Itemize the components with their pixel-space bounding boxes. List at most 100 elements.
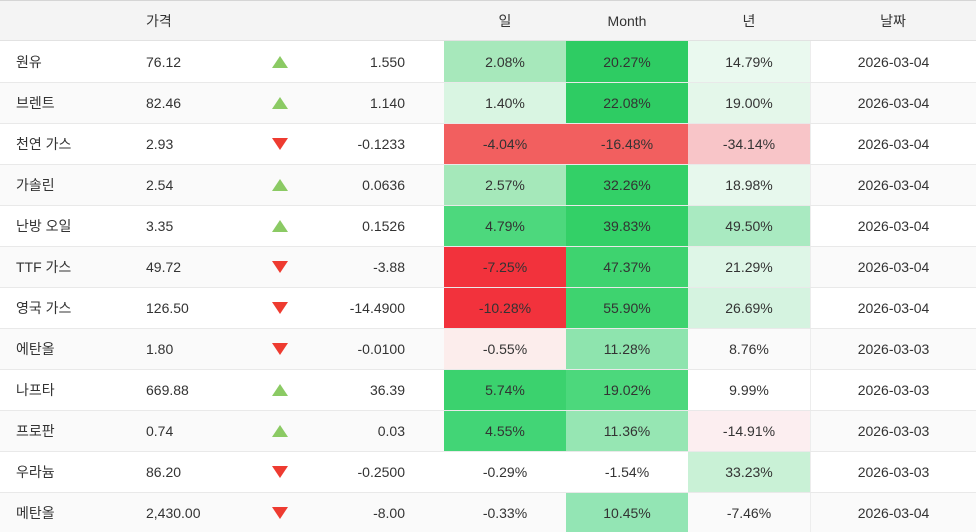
- commodity-name-link[interactable]: 원유: [16, 53, 42, 70]
- date-value: 2026-03-04: [810, 41, 976, 82]
- header-arrow-spacer: [256, 1, 304, 40]
- table-row: 메탄올 2,430.00 -8.00 -0.33% 10.45% -7.46% …: [0, 492, 976, 532]
- date-value: 2026-03-04: [810, 165, 976, 205]
- day-change-value: -0.33%: [482, 505, 528, 521]
- date-value: 2026-03-04: [810, 206, 976, 246]
- change-value: 36.39: [369, 382, 405, 398]
- trend-down-icon: [272, 466, 288, 478]
- commodity-name-link[interactable]: 우라늄: [16, 464, 55, 480]
- price-value: 126.50: [146, 300, 189, 316]
- price-value: 3.35: [146, 218, 174, 234]
- date-value: 2026-03-04: [810, 288, 976, 328]
- trend-up-icon: [272, 179, 288, 191]
- change-direction-cell: [256, 83, 304, 123]
- day-change-value: 2.57%: [444, 165, 566, 205]
- change-direction-cell: [256, 165, 304, 205]
- month-change-value: 47.37%: [566, 247, 688, 287]
- month-change-value: 11.36%: [566, 411, 688, 451]
- trend-down-icon: [272, 343, 288, 355]
- commodity-name-link[interactable]: 브렌트: [16, 95, 55, 111]
- day-change-value: -0.29%: [482, 464, 528, 480]
- trend-down-icon: [272, 507, 288, 519]
- commodity-name-link[interactable]: 프로판: [16, 423, 55, 439]
- header-day: 일: [498, 12, 512, 29]
- day-change-value: -7.25%: [444, 247, 566, 287]
- month-change-value: 20.27%: [566, 41, 688, 82]
- price-value: 2.54: [146, 177, 174, 193]
- day-change-value: 5.74%: [444, 370, 566, 410]
- table-row: 나프타 669.88 36.39 5.74% 19.02% 9.99% 2026…: [0, 369, 976, 410]
- change-value: -0.2500: [357, 464, 405, 480]
- day-change-value: 2.08%: [444, 41, 566, 82]
- commodity-name-link[interactable]: 가솔린: [16, 177, 55, 193]
- date-value: 2026-03-04: [810, 493, 976, 532]
- date-value: 2026-03-03: [810, 329, 976, 369]
- header-change-spacer: [304, 1, 444, 40]
- change-direction-cell: [256, 329, 304, 369]
- change-value: 1.140: [369, 95, 405, 111]
- price-value: 669.88: [146, 382, 189, 398]
- commodity-name-link[interactable]: 메탄올: [16, 505, 55, 521]
- table-row: 천연 가스 2.93 -0.1233 -4.04% -16.48% -34.14…: [0, 123, 976, 164]
- trend-up-icon: [272, 425, 288, 437]
- table-body: 원유 76.12 1.550 2.08% 20.27% 14.79% 2026-…: [0, 41, 976, 532]
- day-change-value: 4.79%: [444, 206, 566, 246]
- trend-down-icon: [272, 261, 288, 273]
- change-direction-cell: [256, 370, 304, 410]
- day-change-value: -10.28%: [444, 288, 566, 328]
- commodity-name-link[interactable]: 난방 오일: [16, 218, 72, 234]
- trend-up-icon: [272, 384, 288, 396]
- header-date: 날짜: [880, 12, 906, 29]
- month-change-value: 39.83%: [566, 206, 688, 246]
- year-change-value: 14.79%: [688, 41, 810, 82]
- month-change-value: 19.02%: [566, 370, 688, 410]
- commodity-name-link[interactable]: TTF 가스: [16, 259, 72, 275]
- change-direction-cell: [256, 124, 304, 164]
- change-value: 0.03: [377, 423, 405, 439]
- table-row: 영국 가스 126.50 -14.4900 -10.28% 55.90% 26.…: [0, 287, 976, 328]
- price-value: 82.46: [146, 95, 182, 111]
- change-value: -0.0100: [357, 341, 405, 357]
- header-month: Month: [607, 12, 647, 29]
- commodity-name-link[interactable]: 에탄올: [16, 341, 55, 357]
- price-value: 0.74: [146, 423, 174, 439]
- change-direction-cell: [256, 452, 304, 492]
- change-value: 0.0636: [362, 177, 405, 193]
- date-value: 2026-03-03: [810, 370, 976, 410]
- day-change-value: -4.04%: [444, 124, 566, 164]
- day-change-value: -0.55%: [444, 329, 566, 369]
- trend-down-icon: [272, 138, 288, 150]
- commodity-name-link[interactable]: 영국 가스: [16, 300, 72, 316]
- price-value: 76.12: [146, 53, 182, 70]
- price-value: 1.80: [146, 341, 174, 357]
- year-change-value: 26.69%: [688, 288, 810, 328]
- month-change-value: -16.48%: [566, 124, 688, 164]
- table-row: 에탄올 1.80 -0.0100 -0.55% 11.28% 8.76% 202…: [0, 328, 976, 369]
- month-change-value: 11.28%: [566, 329, 688, 369]
- table-row: TTF 가스 49.72 -3.88 -7.25% 47.37% 21.29% …: [0, 246, 976, 287]
- change-value: 0.1526: [362, 218, 405, 234]
- change-direction-cell: [256, 493, 304, 532]
- month-change-value: 10.45%: [566, 493, 688, 532]
- table-row: 가솔린 2.54 0.0636 2.57% 32.26% 18.98% 2026…: [0, 164, 976, 205]
- change-direction-cell: [256, 206, 304, 246]
- change-value: -8.00: [373, 505, 405, 521]
- year-change-value: -7.46%: [726, 505, 772, 521]
- month-change-value: -1.54%: [604, 464, 650, 480]
- date-value: 2026-03-04: [810, 83, 976, 123]
- trend-up-icon: [272, 55, 288, 68]
- table-row: 우라늄 86.20 -0.2500 -0.29% -1.54% 33.23% 2…: [0, 451, 976, 492]
- change-direction-cell: [256, 288, 304, 328]
- trend-up-icon: [272, 220, 288, 232]
- header-price: 가격: [146, 12, 172, 29]
- date-value: 2026-03-03: [810, 452, 976, 492]
- change-value: -3.88: [373, 259, 405, 275]
- price-value: 49.72: [146, 259, 182, 275]
- change-direction-cell: [256, 411, 304, 451]
- commodity-name-link[interactable]: 천연 가스: [16, 136, 72, 152]
- change-direction-cell: [256, 41, 304, 82]
- commodity-name-link[interactable]: 나프타: [16, 382, 55, 398]
- table-header-row: 가격 일 Month 년 날짜: [0, 1, 976, 41]
- table-row: 원유 76.12 1.550 2.08% 20.27% 14.79% 2026-…: [0, 41, 976, 82]
